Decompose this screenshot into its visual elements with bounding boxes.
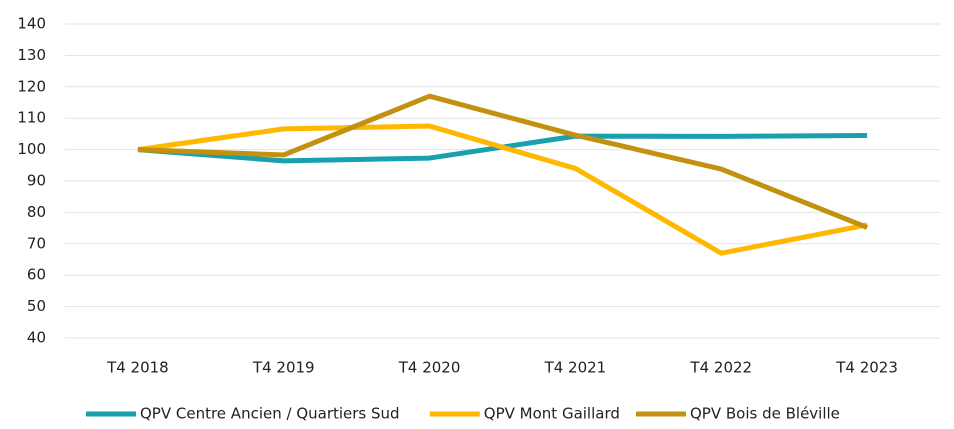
y-tick-label: 70: [27, 234, 46, 252]
y-tick-label: 120: [17, 77, 46, 95]
y-tick-label: 60: [27, 266, 46, 284]
y-tick-label: 130: [17, 46, 46, 64]
x-tick-label: T4 2021: [544, 359, 607, 377]
y-tick-label: 90: [27, 172, 46, 190]
legend-label: QPV Bois de Bléville: [690, 405, 840, 423]
y-tick-label: 50: [27, 297, 46, 315]
x-tick-label: T4 2018: [106, 359, 169, 377]
y-tick-label: 100: [17, 140, 46, 158]
x-tick-label: T4 2023: [835, 359, 898, 377]
y-tick-label: 80: [27, 203, 46, 221]
data-line: [137, 93, 869, 230]
data-line: [137, 123, 868, 256]
legend-label: QPV Centre Ancien / Quartiers Sud: [140, 405, 400, 423]
legend-label: QPV Mont Gaillard: [484, 405, 620, 423]
y-tick-label: 140: [17, 15, 46, 33]
x-tick-label: T4 2022: [689, 359, 752, 377]
y-tick-label: 40: [27, 329, 46, 347]
x-tick-label: T4 2020: [398, 359, 461, 377]
x-tick-label: T4 2019: [252, 359, 315, 377]
y-tick-label: 110: [17, 109, 46, 127]
